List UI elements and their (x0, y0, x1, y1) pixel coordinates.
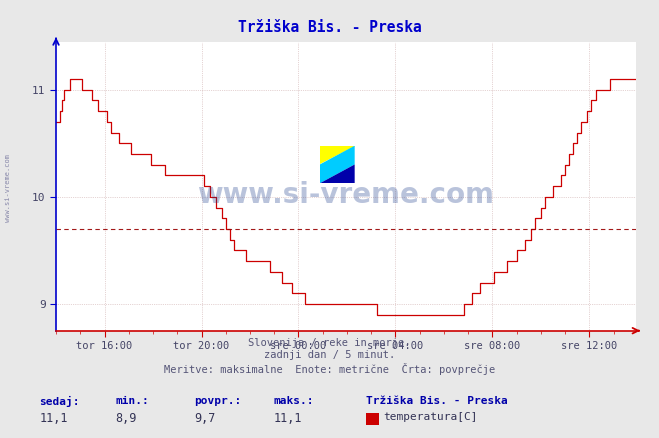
Text: 11,1: 11,1 (273, 412, 302, 425)
Text: 8,9: 8,9 (115, 412, 136, 425)
Polygon shape (320, 165, 355, 183)
Text: Tržiška Bis. - Preska: Tržiška Bis. - Preska (238, 20, 421, 35)
Text: www.si-vreme.com: www.si-vreme.com (198, 181, 494, 209)
Text: Slovenija / reke in morje.: Slovenija / reke in morje. (248, 338, 411, 348)
Text: Tržiška Bis. - Preska: Tržiška Bis. - Preska (366, 396, 507, 406)
Text: povpr.:: povpr.: (194, 396, 242, 406)
Text: Meritve: maksimalne  Enote: metrične  Črta: povprečje: Meritve: maksimalne Enote: metrične Črta… (164, 363, 495, 374)
Text: maks.:: maks.: (273, 396, 314, 406)
Text: zadnji dan / 5 minut.: zadnji dan / 5 minut. (264, 350, 395, 360)
Text: temperatura[C]: temperatura[C] (384, 412, 478, 422)
Polygon shape (320, 146, 355, 165)
Text: 11,1: 11,1 (40, 412, 68, 425)
Polygon shape (320, 146, 355, 183)
Text: sedaj:: sedaj: (40, 396, 80, 407)
Text: min.:: min.: (115, 396, 149, 406)
Text: 9,7: 9,7 (194, 412, 215, 425)
Text: www.si-vreme.com: www.si-vreme.com (5, 154, 11, 223)
